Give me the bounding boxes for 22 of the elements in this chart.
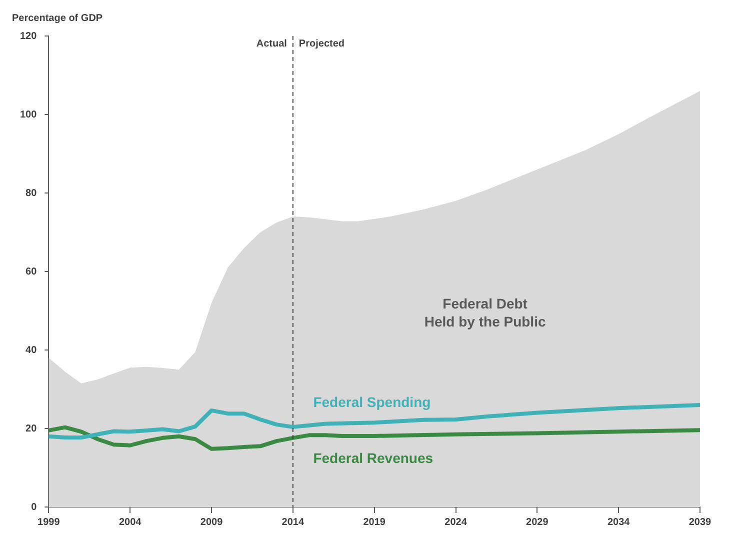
annotation: Actual — [256, 38, 288, 50]
x-tick-label: 1999 — [38, 516, 60, 528]
y-axis-title: Percentage of GDP — [12, 12, 103, 24]
x-tick-label: 2014 — [282, 516, 304, 528]
x-tick-label: 2029 — [526, 516, 549, 528]
x-tick-label: 2004 — [118, 516, 142, 528]
x-tick-label: 2009 — [200, 516, 224, 528]
x-tick-label: 2034 — [607, 516, 630, 528]
y-tick-label: 60 — [26, 266, 38, 278]
series-label: Federal Debt Held by the Public — [424, 295, 546, 330]
y-tick-label: 20 — [26, 423, 38, 434]
y-tick-label: 40 — [26, 344, 38, 356]
series-label: Federal Revenues — [313, 450, 434, 466]
y-tick-label: 80 — [26, 188, 38, 199]
y-tick-label: 120 — [20, 30, 38, 42]
annotation: Projected — [298, 38, 345, 50]
series-label: Federal Spending — [313, 394, 431, 410]
x-tick-label: 2039 — [688, 516, 712, 528]
y-tick-label: 100 — [20, 109, 38, 120]
y-tick-label: 0 — [31, 502, 38, 513]
x-tick-label: 2019 — [363, 516, 386, 528]
x-tick-label: 2024 — [444, 516, 468, 528]
